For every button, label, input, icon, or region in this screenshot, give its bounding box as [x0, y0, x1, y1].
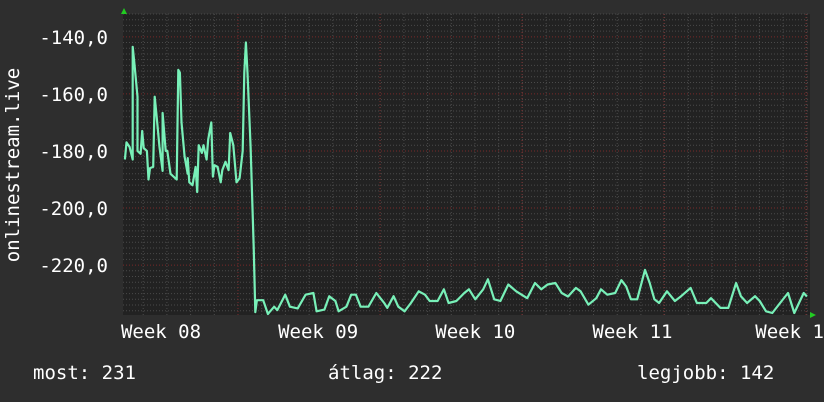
y-tick-label: -220,0 [39, 255, 108, 277]
y-axis-label: onlinestream.live [2, 68, 24, 262]
x-tick-label: Week 09 [278, 321, 358, 343]
x-axis-arrow-icon [810, 312, 816, 318]
legend-current-label: most: [33, 362, 91, 384]
x-axis: Week 08 Week 09 Week 10 Week 11 Week 1 [121, 321, 824, 343]
x-tick-label: Week 08 [121, 321, 201, 343]
y-tick-label: -140,0 [39, 27, 108, 49]
legend-average: átlag: 222 [328, 362, 442, 384]
legend-best-label: legjobb: [637, 362, 729, 384]
y-tick-label: -200,0 [39, 198, 108, 220]
x-tick-label: Week 11 [592, 321, 672, 343]
legend-average-value: 222 [408, 362, 443, 384]
y-tick-label: -160,0 [39, 84, 108, 106]
legend-current: most: 231 [33, 362, 136, 384]
legend-current-value: 231 [101, 362, 136, 384]
series-line [123, 41, 808, 316]
x-tick-label: Week 10 [435, 321, 515, 343]
x-tick-label: Week 1 [755, 321, 824, 343]
y-axis-arrow-icon [121, 8, 127, 14]
legend-best-value: 142 [739, 362, 775, 384]
y-axis: -140,0 -160,0 -180,0 -200,0 -220,0 [39, 27, 108, 277]
y-tick-label: -180,0 [39, 141, 108, 163]
legend-average-label: átlag: [328, 362, 397, 384]
legend-best: legjobb: 142 [637, 362, 774, 384]
